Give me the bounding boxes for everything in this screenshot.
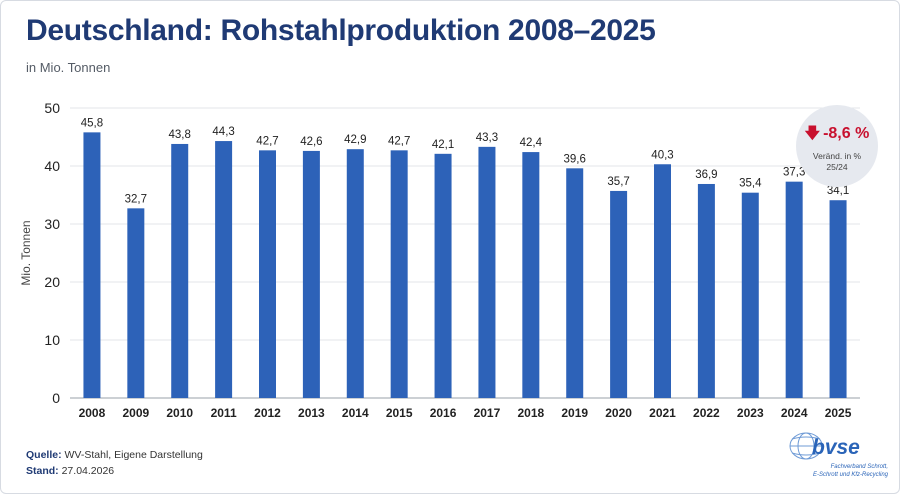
x-tick-label: 2015	[386, 406, 413, 420]
data-label: 42,7	[256, 135, 278, 147]
data-label: 32,7	[125, 193, 147, 205]
arrow-down-icon: 🡇	[804, 125, 821, 142]
bar	[171, 143, 189, 398]
bar	[654, 164, 671, 398]
bar	[566, 168, 584, 398]
y-tick-label: 50	[44, 100, 60, 116]
y-tick-label: 20	[44, 274, 60, 290]
bar	[83, 132, 101, 399]
change-label: Veränd. in %	[812, 151, 862, 161]
x-tick-label: 2025	[825, 406, 852, 420]
data-label: 42,7	[388, 135, 410, 147]
bar	[127, 208, 145, 398]
x-tick-label: 2008	[79, 406, 106, 420]
date-line: Stand: 27.04.2026	[26, 465, 114, 477]
data-label: 42,4	[520, 137, 543, 149]
y-tick-label: 30	[44, 216, 60, 232]
source-value: WV-Stahl, Eigene Darstellung	[64, 449, 203, 461]
source-line: Quelle: WV-Stahl, Eigene Darstellung	[26, 449, 203, 461]
x-tick-label: 2023	[737, 406, 764, 420]
data-label: 44,3	[212, 126, 234, 138]
data-label: 34,1	[827, 185, 849, 197]
data-label: 42,1	[432, 139, 454, 151]
bar	[259, 150, 276, 398]
x-tick-label: 2019	[561, 406, 588, 420]
data-label: 45,8	[81, 117, 103, 129]
x-tick-label: 2022	[693, 406, 720, 420]
change-badge: 🡇 -8,6 % Veränd. in % 25/24	[796, 105, 878, 187]
x-tick-label: 2018	[517, 406, 544, 420]
date-label: Stand:	[26, 465, 59, 477]
date-value: 27.04.2026	[61, 465, 115, 477]
chart-title: Deutschland: Rohstahlproduktion 2008–202…	[26, 14, 656, 47]
bar	[390, 150, 408, 398]
x-tick-label: 2013	[298, 406, 325, 420]
x-tick-label: 2020	[605, 406, 632, 420]
bar	[610, 190, 628, 398]
data-label: 43,3	[476, 132, 498, 144]
data-label: 39,6	[564, 153, 586, 165]
bar	[785, 181, 803, 398]
data-label: 36,9	[695, 169, 717, 181]
bar	[829, 200, 847, 398]
y-tick-label: 40	[44, 158, 60, 174]
change-value: -8,6 %	[823, 125, 870, 142]
data-label: 37,3	[783, 167, 805, 179]
data-label: 42,9	[344, 134, 366, 146]
data-label: 40,3	[651, 149, 673, 161]
x-tick-label: 2009	[122, 406, 149, 420]
bar	[741, 192, 759, 398]
x-tick-label: 2016	[430, 406, 457, 420]
bar	[478, 146, 496, 398]
data-label: 42,6	[300, 136, 322, 148]
data-label: 35,4	[739, 178, 762, 190]
data-label: 43,8	[169, 129, 191, 141]
globe-logo-icon	[789, 432, 823, 460]
x-tick-label: 2011	[211, 406, 237, 420]
x-tick-label: 2024	[781, 406, 808, 420]
bar	[434, 153, 452, 398]
bar	[346, 149, 364, 398]
logo-name: bvse	[812, 436, 860, 459]
x-tick-label: 2010	[166, 406, 193, 420]
y-axis-label: Mio. Tonnen	[19, 220, 33, 285]
bar	[697, 183, 715, 398]
x-tick-label: 2012	[254, 406, 281, 420]
x-tick-label: 2014	[342, 406, 369, 420]
y-tick-label: 0	[52, 390, 60, 406]
x-tick-label: 2021	[649, 406, 676, 420]
logo-tagline: Fachverband Schrott, E-Schrott und Kfz-R…	[812, 464, 888, 478]
bar	[302, 150, 320, 398]
bar	[522, 152, 540, 398]
bar	[215, 141, 233, 398]
source-label: Quelle:	[26, 449, 62, 461]
chart-subtitle: in Mio. Tonnen	[26, 60, 111, 75]
data-label: 35,7	[607, 176, 629, 188]
x-tick-label: 2017	[474, 406, 501, 420]
change-period: 25/24	[826, 162, 848, 172]
y-tick-label: 10	[44, 332, 60, 348]
